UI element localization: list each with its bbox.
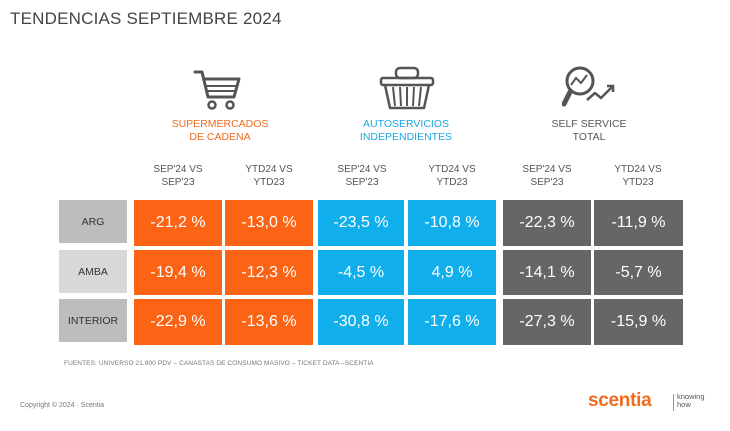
cell-amba-self-ytd: -5,7 % bbox=[594, 250, 683, 295]
brand-tagline: knowing how bbox=[677, 392, 705, 409]
row-label-arg: ARG bbox=[59, 200, 127, 243]
cell-arg-self-ytd: -11,9 % bbox=[594, 200, 683, 246]
cell-amba-super-sep: -19,4 % bbox=[134, 250, 222, 295]
page-title: TENDENCIAS SEPTIEMBRE 2024 bbox=[10, 9, 282, 28]
row-label-amba: AMBA bbox=[59, 250, 127, 293]
magnifier-trend-icon bbox=[562, 66, 615, 107]
segment-label-autoservicios: AUTOSERVICIOS INDEPENDIENTES bbox=[359, 118, 453, 143]
cell-interior-super-sep: -22,9 % bbox=[134, 299, 222, 345]
cell-amba-auto-sep: -4,5 % bbox=[318, 250, 404, 295]
cell-interior-auto-ytd: -17,6 % bbox=[408, 299, 496, 345]
cell-interior-self-ytd: -15,9 % bbox=[594, 299, 683, 345]
segment-label-supermercados: SUPERMERCADOS DE CADENA bbox=[171, 118, 269, 143]
cell-amba-super-ytd: -12,3 % bbox=[225, 250, 313, 295]
brand-divider bbox=[673, 394, 674, 411]
shopping-cart-icon bbox=[193, 70, 241, 110]
cell-arg-auto-sep: -23,5 % bbox=[318, 200, 404, 246]
column-header-ytd-supermercados: YTD24 VS YTD23 bbox=[245, 164, 293, 188]
source-note: FUENTES: UNIVERSO 21.800 PDV – CANASTAS … bbox=[64, 360, 374, 367]
copyright-text: Copyright © 2024 · Scentia bbox=[20, 402, 105, 409]
column-header-ytd-autoservicios: YTD24 VS YTD23 bbox=[428, 164, 476, 188]
cell-interior-super-ytd: -13,6 % bbox=[225, 299, 313, 345]
cell-interior-self-sep: -27,3 % bbox=[503, 299, 591, 345]
cell-interior-auto-sep: -30,8 % bbox=[318, 299, 404, 345]
cell-arg-super-ytd: -13,0 % bbox=[225, 200, 313, 246]
brand-logo: scentia bbox=[588, 390, 652, 411]
cell-amba-auto-ytd: 4,9 % bbox=[408, 250, 496, 295]
segment-label-self-service: SELF SERVICE TOTAL bbox=[551, 118, 627, 143]
cell-arg-auto-ytd: -10,8 % bbox=[408, 200, 496, 246]
column-header-ytd-self-service: YTD24 VS YTD23 bbox=[614, 164, 662, 188]
cell-amba-self-sep: -14,1 % bbox=[503, 250, 591, 295]
column-header-sep-self-service: SEP'24 VS SEP'23 bbox=[522, 164, 572, 188]
cell-arg-super-sep: -21,2 % bbox=[134, 200, 222, 246]
column-header-sep-supermercados: SEP'24 VS SEP'23 bbox=[153, 164, 203, 188]
row-label-interior: INTERIOR bbox=[59, 299, 127, 342]
cell-arg-self-sep: -22,3 % bbox=[503, 200, 591, 246]
shopping-basket-icon bbox=[379, 66, 435, 110]
column-header-sep-autoservicios: SEP'24 VS SEP'23 bbox=[337, 164, 387, 188]
